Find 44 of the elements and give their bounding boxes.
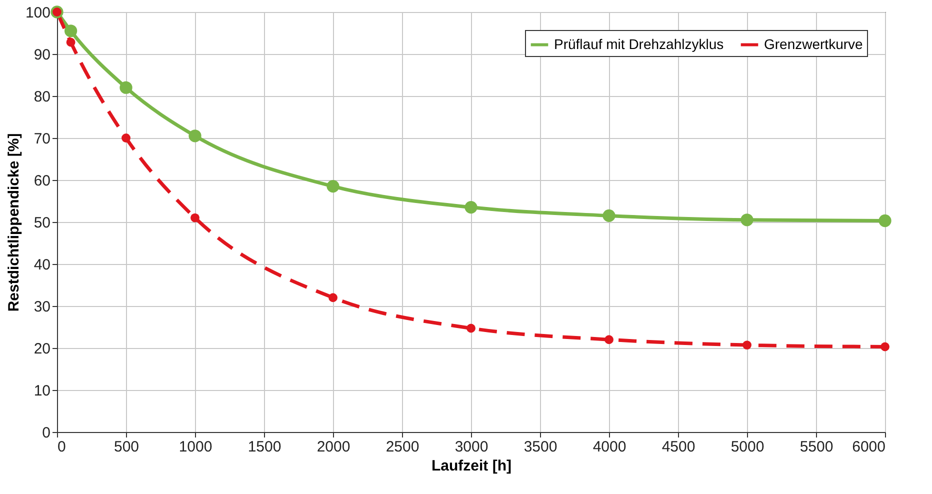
x-tick-label: 500 bbox=[114, 438, 140, 456]
y-tick-label: 70 bbox=[34, 130, 50, 148]
x-axis-title: Laufzeit [h] bbox=[432, 458, 512, 474]
point bbox=[604, 335, 614, 344]
x-tick-label: 5500 bbox=[800, 438, 834, 456]
x-tick-label: 3500 bbox=[524, 438, 558, 456]
x-tick-label: 4500 bbox=[662, 438, 696, 456]
x-tick-label: 1000 bbox=[178, 438, 212, 456]
x-tick-label: 2500 bbox=[386, 438, 420, 456]
point bbox=[120, 81, 132, 94]
point bbox=[326, 180, 340, 193]
point bbox=[64, 24, 78, 38]
x-tick-label: 2000 bbox=[316, 438, 350, 456]
y-tick-label: 30 bbox=[34, 298, 50, 316]
x-tick-label: 1500 bbox=[248, 438, 282, 456]
y-tick-label: 10 bbox=[34, 382, 50, 400]
point bbox=[466, 324, 476, 333]
legend-label: Prüflauf mit Drehzahlzyklus bbox=[554, 36, 724, 52]
x-tick-label: 4000 bbox=[592, 438, 626, 456]
point bbox=[740, 214, 754, 226]
y-tick-label: 60 bbox=[34, 172, 50, 190]
point bbox=[188, 130, 202, 142]
point bbox=[602, 209, 616, 222]
point bbox=[190, 213, 200, 222]
point bbox=[122, 134, 130, 142]
point bbox=[880, 342, 890, 352]
y-tick-label: 50 bbox=[34, 214, 50, 232]
x-tick-label: 0 bbox=[58, 438, 66, 456]
legend-label: Grenzwertkurve bbox=[764, 36, 864, 52]
y-tick-label: 40 bbox=[34, 256, 50, 274]
y-tick-label: 100 bbox=[25, 4, 50, 22]
y-tick-label: 20 bbox=[34, 340, 50, 358]
point bbox=[328, 293, 338, 302]
y-tick-label: 90 bbox=[34, 46, 50, 64]
point bbox=[66, 38, 76, 47]
x-tick-label: 6000 bbox=[852, 438, 886, 456]
x-tick-label: 5000 bbox=[730, 438, 764, 456]
point bbox=[742, 340, 752, 350]
point bbox=[878, 214, 892, 228]
y-axis-title: Restdichtlippendicke [%] bbox=[5, 133, 22, 312]
y-tick-label: 80 bbox=[34, 88, 50, 106]
point bbox=[464, 200, 478, 214]
x-tick-label: 3000 bbox=[454, 438, 488, 456]
y-tick-label: 0 bbox=[42, 424, 50, 442]
